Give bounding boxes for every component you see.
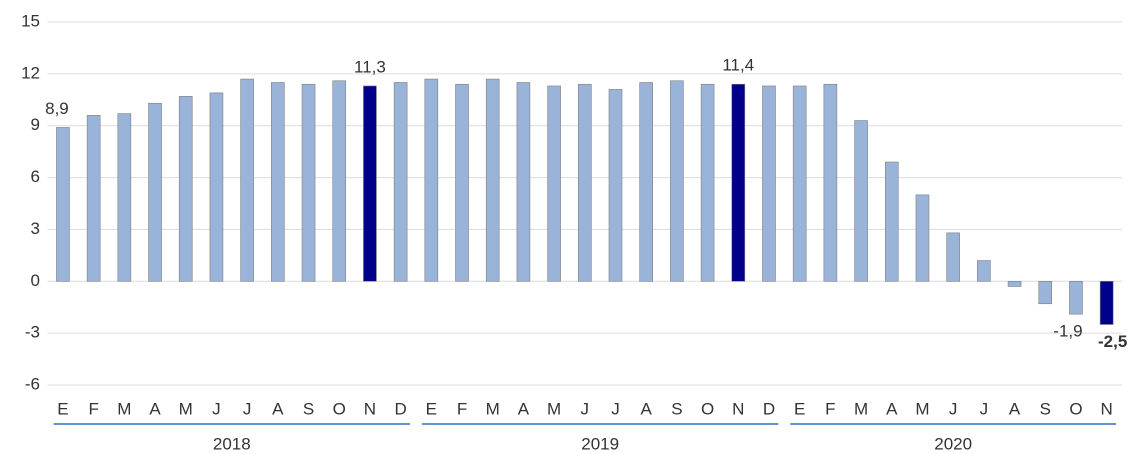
y-tick-label: 15: [21, 11, 40, 30]
bar: [271, 82, 285, 282]
x-tick-label: O: [333, 399, 346, 418]
x-tick-label: J: [581, 399, 590, 418]
bar: [946, 232, 960, 282]
bar: [363, 85, 377, 282]
x-tick-label: J: [611, 399, 620, 418]
bar: [854, 120, 868, 282]
x-tick-label: D: [763, 399, 775, 418]
bar: [86, 115, 101, 282]
x-tick-label: J: [212, 399, 221, 418]
bar: [577, 83, 592, 282]
group-label: 2018: [213, 434, 251, 453]
bar: [301, 83, 316, 282]
x-tick-label: O: [1069, 399, 1082, 418]
bar: [977, 260, 991, 282]
group-label: 2020: [934, 434, 972, 453]
bar: [1007, 280, 1022, 287]
bar: [148, 102, 162, 282]
x-tick-label: E: [57, 399, 68, 418]
bar: [915, 194, 930, 282]
x-tick-label: J: [949, 399, 958, 418]
x-tick-label: A: [641, 399, 653, 418]
bar: [700, 83, 715, 282]
bar: [1099, 280, 1114, 325]
x-tick-label: M: [854, 399, 868, 418]
bar: [1069, 280, 1083, 315]
bar: [393, 82, 408, 282]
x-tick-label: A: [518, 399, 530, 418]
x-tick-label: D: [394, 399, 406, 418]
x-tick-label: E: [794, 399, 805, 418]
bar: [731, 83, 746, 282]
bar: [209, 92, 224, 282]
data-label: 11,4: [722, 56, 754, 75]
bar: [670, 80, 684, 282]
data-label: 11,3: [354, 57, 386, 76]
bar: [117, 113, 132, 282]
y-tick-label: 6: [31, 167, 40, 186]
x-tick-label: F: [457, 399, 467, 418]
bar: [1038, 280, 1053, 305]
bar: [56, 127, 70, 282]
y-tick-label: -3: [25, 323, 40, 342]
bar: [516, 82, 531, 282]
data-label: -2,5: [1098, 332, 1127, 351]
bar: [762, 85, 776, 282]
bar: [424, 78, 439, 282]
group-label: 2019: [581, 434, 619, 453]
x-tick-label: A: [1009, 399, 1021, 418]
x-tick-label: M: [179, 399, 193, 418]
x-tick-label: M: [915, 399, 929, 418]
bar: [332, 80, 347, 282]
x-tick-label: F: [825, 399, 835, 418]
bar: [547, 85, 561, 282]
y-tick-label: 9: [31, 115, 40, 134]
x-tick-label: O: [701, 399, 714, 418]
x-tick-label: A: [886, 399, 898, 418]
x-tick-label: A: [149, 399, 161, 418]
x-tick-label: F: [88, 399, 98, 418]
data-label: 8,9: [45, 99, 69, 118]
bar: [240, 78, 254, 282]
x-tick-label: N: [1101, 399, 1113, 418]
data-label: -1,9: [1053, 322, 1082, 341]
x-tick-label: A: [272, 399, 284, 418]
x-tick-label: J: [980, 399, 989, 418]
bar: [823, 83, 838, 282]
x-tick-label: M: [486, 399, 500, 418]
bar: [639, 82, 653, 282]
x-tick-label: S: [1040, 399, 1051, 418]
bar: [884, 161, 899, 282]
y-tick-label: 0: [31, 271, 40, 290]
x-tick-label: E: [426, 399, 437, 418]
x-tick-label: J: [243, 399, 252, 418]
x-tick-label: S: [671, 399, 682, 418]
y-tick-label: -6: [25, 374, 40, 393]
bar: [455, 83, 469, 282]
bar: [792, 85, 807, 282]
y-tick-label: 3: [31, 219, 40, 238]
x-tick-label: N: [732, 399, 744, 418]
y-tick-label: 12: [21, 63, 40, 82]
x-tick-label: M: [547, 399, 561, 418]
bar: [178, 96, 193, 282]
x-tick-label: M: [117, 399, 131, 418]
x-tick-label: N: [364, 399, 376, 418]
x-tick-label: S: [303, 399, 314, 418]
bar: [608, 89, 623, 282]
bar: [485, 78, 500, 282]
